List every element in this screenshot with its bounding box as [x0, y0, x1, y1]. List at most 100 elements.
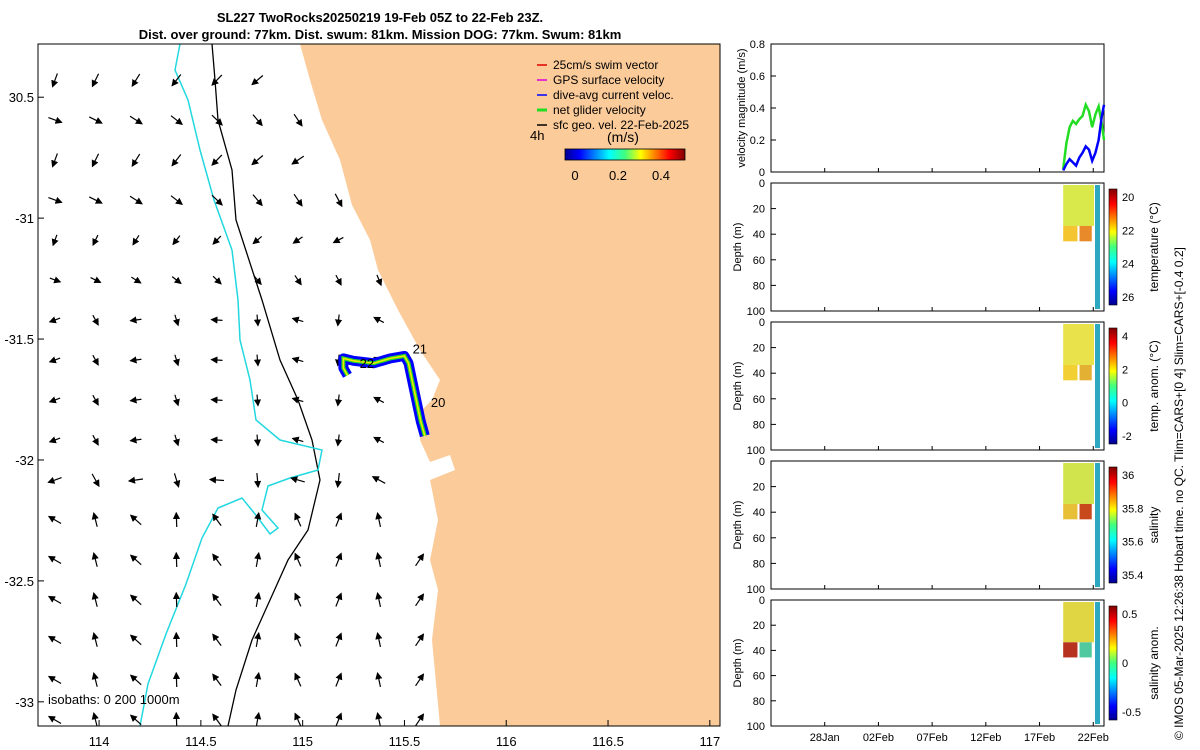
day-label: 22: [360, 356, 374, 371]
profile-surface-layer: [1063, 324, 1094, 365]
velocity-vector: [293, 113, 303, 127]
velocity-vector: [88, 196, 103, 204]
panel-y-tick-label: 60: [753, 394, 765, 406]
series-line: [1061, 101, 1106, 169]
panel-y-tick-label: 0.2: [750, 135, 765, 147]
velocity-vector: [375, 671, 383, 687]
velocity-vector: [91, 632, 99, 647]
day-label: 21: [413, 342, 427, 357]
velocity-vector: [375, 551, 383, 567]
velocity-vector: [211, 154, 223, 166]
velocity-vector: [335, 712, 343, 726]
panel-y-label: Depth (m): [732, 501, 744, 550]
velocity-vector: [335, 592, 343, 607]
velocity-vector: [88, 116, 103, 124]
panel-frame: [770, 182, 1105, 312]
panel-y-tick-label: 20: [753, 620, 765, 632]
velocity-vector: [373, 436, 385, 444]
velocity-vector: [172, 314, 180, 327]
panel-y-tick-label: 40: [753, 229, 765, 241]
velocity-vector: [334, 472, 342, 489]
map-x-tick-label: 114: [89, 734, 110, 749]
velocity-vector: [92, 394, 99, 406]
velocity-vector: [210, 396, 223, 404]
map-x-tick-label: 115.5: [389, 734, 421, 749]
velocity-vector: [129, 514, 142, 526]
velocity-vector: [251, 155, 264, 166]
profile-mid-layer: [1063, 503, 1078, 520]
panel-colorbar: [1108, 327, 1118, 445]
profile-deep-cast: [1095, 185, 1100, 309]
panel-colorbar: [1108, 188, 1118, 306]
legend-entry: net glider velocity: [553, 103, 646, 117]
panel-2: 0 20 40 60 80 100 Depth (m) 20 22 24 26 temperature…: [732, 178, 1161, 318]
velocity-vector: [92, 354, 99, 366]
velocity-vector: [210, 316, 223, 324]
velocity-vector: [251, 75, 264, 86]
velocity-vector: [334, 394, 343, 407]
velocity-vector: [253, 314, 262, 327]
time-axis-tick-label: 22Feb: [1078, 732, 1109, 744]
velocity-vector: [91, 712, 99, 726]
panel-colorbar-label: salinity anom.: [1147, 626, 1161, 699]
velocity-vector: [48, 436, 61, 444]
velocity-vector: [131, 153, 141, 167]
panel-y-tick-label: 80: [753, 558, 765, 570]
velocity-vector: [47, 635, 62, 645]
panel-y-tick-label: 100: [747, 306, 765, 318]
velocity-vector: [375, 711, 383, 726]
panel-colorbar-tick: 22: [1122, 225, 1134, 237]
velocity-vector: [92, 314, 99, 326]
velocity-vector: [375, 591, 383, 607]
profile-surface-layer: [1063, 185, 1094, 226]
velocity-vector: [212, 513, 222, 527]
velocity-vector: [375, 274, 383, 287]
panel-colorbar-tick: 26: [1122, 292, 1134, 304]
velocity-vector: [48, 116, 63, 124]
velocity-vector: [294, 552, 302, 567]
velocity-vector: [91, 592, 99, 607]
velocity-vector: [371, 476, 386, 484]
velocity-vector: [91, 672, 99, 687]
velocity-vector: [332, 236, 344, 244]
swim-track: [342, 355, 426, 437]
velocity-vector: [415, 713, 425, 726]
velocity-vector: [212, 553, 222, 567]
panel-colorbar-tick: 35.6: [1122, 537, 1143, 549]
panel-y-tick-label: 20: [753, 343, 765, 355]
velocity-vector: [210, 356, 223, 364]
velocity-vector: [252, 236, 263, 245]
velocity-vector: [415, 673, 425, 687]
plot-title-line1: SL227 TwoRocks20250219 19-Feb 05Z to 22-…: [216, 10, 544, 25]
time-axis-tick-label: 12Feb: [970, 732, 1001, 744]
panel-colorbar-tick: 35.8: [1122, 503, 1143, 515]
time-axis-tick-label: 02Feb: [863, 732, 894, 744]
velocity-vector: [129, 316, 142, 324]
panel-colorbar-tick: 0: [1122, 658, 1128, 670]
plot-title-line2: Dist. over ground: 77km. Dist. swum: 81k…: [138, 27, 622, 42]
velocity-vector: [254, 671, 262, 687]
velocity-vector: [172, 354, 180, 367]
vector-scale-label: 4h: [530, 128, 544, 143]
glider-track: [338, 350, 430, 438]
footer-credit: © IMOS 05-Mar-2025 12:26:38 Hobart time.…: [1172, 247, 1186, 740]
profile-deep-cast: [1095, 324, 1100, 448]
profile-deep-layer: [1079, 364, 1092, 381]
velocity-vector: [92, 234, 99, 247]
velocity-vector: [335, 512, 343, 527]
panel-y-tick-label: 40: [753, 368, 765, 380]
velocity-vector: [131, 276, 142, 284]
velocity-vector: [208, 476, 225, 484]
panel-frame: [770, 460, 1105, 590]
map-y-tick-label: -32.5: [4, 574, 34, 589]
panel-colorbar-tick: 36: [1122, 470, 1134, 482]
velocity-vector: [172, 235, 181, 246]
velocity-vector: [91, 153, 100, 168]
panel-y-tick-label: 0: [759, 317, 765, 329]
panel-5: 0 20 40 60 80 100 Depth (m) 28Jan 02Feb 07Feb 12Fe…: [732, 595, 1161, 744]
panel-colorbar-tick: 0.5: [1122, 609, 1137, 621]
